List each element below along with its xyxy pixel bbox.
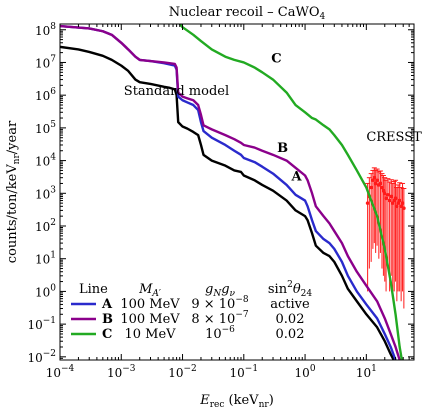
legend-mass: 100 MeV bbox=[120, 297, 180, 312]
plot-area bbox=[60, 24, 407, 360]
x-axis: 10−4 10−3 10−2 10−1 100 101 bbox=[46, 24, 410, 380]
annotations: Standard model AB C CRESST bbox=[124, 51, 422, 184]
cresst-point bbox=[384, 196, 388, 201]
legend-label-a: A bbox=[101, 297, 113, 312]
legend-mixing: 0.02 bbox=[276, 312, 305, 327]
y-tick-label: 10−2 bbox=[27, 349, 56, 365]
legend-coupling: 10−6 bbox=[205, 325, 235, 342]
legend-header-coupling: gNgν bbox=[205, 282, 236, 299]
y-axis-title: counts/ton/keVnr/year bbox=[5, 120, 22, 263]
cresst-point bbox=[389, 194, 394, 199]
y-tick-label: 105 bbox=[35, 120, 56, 136]
y-tick-label: 102 bbox=[35, 218, 56, 234]
y-tick-label: 103 bbox=[35, 185, 56, 201]
x-axis-title: Erec (keVnr) bbox=[199, 393, 274, 410]
series-line-standard-model bbox=[60, 45, 395, 360]
cresst-point bbox=[365, 201, 370, 205]
cresst-point bbox=[387, 198, 392, 203]
x-tick-label: 10−1 bbox=[230, 364, 259, 380]
plot-clip-group bbox=[60, 24, 407, 360]
annotation-c: C bbox=[271, 51, 281, 66]
annotation-standard-model: Standard model bbox=[124, 84, 229, 99]
cresst-point bbox=[373, 181, 378, 186]
legend-mixing: 0.02 bbox=[276, 327, 305, 342]
cresst-point bbox=[402, 206, 406, 211]
legend-header-mixing: sin2θ24 bbox=[268, 280, 312, 299]
y-tick-label: 100 bbox=[35, 283, 56, 299]
x-tick-label: 10−4 bbox=[46, 364, 75, 380]
y-tick-label: 10−1 bbox=[27, 316, 56, 332]
legend-label-b: B bbox=[102, 312, 113, 327]
legend-mass: 100 MeV bbox=[120, 312, 180, 327]
y-tick-label: 104 bbox=[35, 153, 56, 169]
legend-coupling: 8 × 10−7 bbox=[191, 310, 249, 327]
annotation-cresst: CRESST bbox=[366, 130, 422, 145]
legend-label-c: C bbox=[102, 327, 112, 342]
cresst-point bbox=[386, 192, 390, 197]
cresst-point bbox=[397, 198, 402, 203]
cresst-point bbox=[378, 181, 383, 186]
legend-coupling: 9 × 10−8 bbox=[191, 295, 249, 312]
cresst-point bbox=[399, 204, 403, 209]
legend-header-line: Line bbox=[79, 282, 108, 297]
x-tick-label: 101 bbox=[356, 364, 377, 380]
cresst-point bbox=[369, 185, 373, 190]
annotation-b: B bbox=[277, 141, 288, 156]
y-tick-label: 107 bbox=[35, 54, 56, 70]
series-line-b bbox=[60, 24, 401, 360]
legend-mass: 10 MeV bbox=[124, 327, 176, 342]
x-tick-label: 10−3 bbox=[107, 364, 136, 380]
y-tick-label: 101 bbox=[35, 251, 56, 267]
cresst-point bbox=[375, 178, 379, 183]
x-tick-label: 100 bbox=[295, 364, 316, 380]
legend-mixing: active bbox=[270, 297, 310, 312]
cresst-point bbox=[380, 185, 384, 190]
y-axis: 10−2 10−1 100 101 102 103 104 105 106 107 108 bbox=[27, 22, 414, 365]
y-tick-label: 106 bbox=[35, 87, 56, 103]
x-tick-label: 10−2 bbox=[168, 364, 197, 380]
y-tick-label: 108 bbox=[35, 22, 56, 38]
cresst-point bbox=[396, 201, 400, 205]
legend-header-mass: MA′ bbox=[138, 282, 161, 299]
chart-title: Nuclear recoil – CaWO4 bbox=[169, 5, 326, 22]
annotation-a: A bbox=[290, 169, 302, 184]
plot-frame bbox=[59, 23, 415, 361]
series-line-c bbox=[178, 24, 404, 360]
legend: Line MA′ gNgν sin2θ24 A 100 MeV 9 × 10−8 active… bbox=[71, 280, 312, 342]
